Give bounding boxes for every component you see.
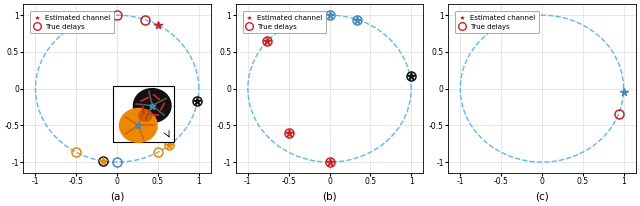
Legend: Estimated channel, True delays: Estimated channel, True delays bbox=[455, 11, 538, 33]
Circle shape bbox=[139, 110, 152, 121]
Polygon shape bbox=[150, 114, 159, 115]
Polygon shape bbox=[143, 106, 144, 114]
Circle shape bbox=[134, 89, 171, 122]
Polygon shape bbox=[161, 103, 164, 110]
FancyBboxPatch shape bbox=[113, 87, 174, 142]
X-axis label: (a): (a) bbox=[110, 192, 124, 202]
Legend: Estimated channel, True delays: Estimated channel, True delays bbox=[31, 11, 114, 33]
Circle shape bbox=[120, 109, 157, 142]
Polygon shape bbox=[153, 94, 160, 100]
X-axis label: (c): (c) bbox=[535, 192, 549, 202]
Legend: Estimated channel, True delays: Estimated channel, True delays bbox=[243, 11, 326, 33]
Polygon shape bbox=[141, 97, 148, 101]
X-axis label: (b): (b) bbox=[322, 192, 337, 202]
